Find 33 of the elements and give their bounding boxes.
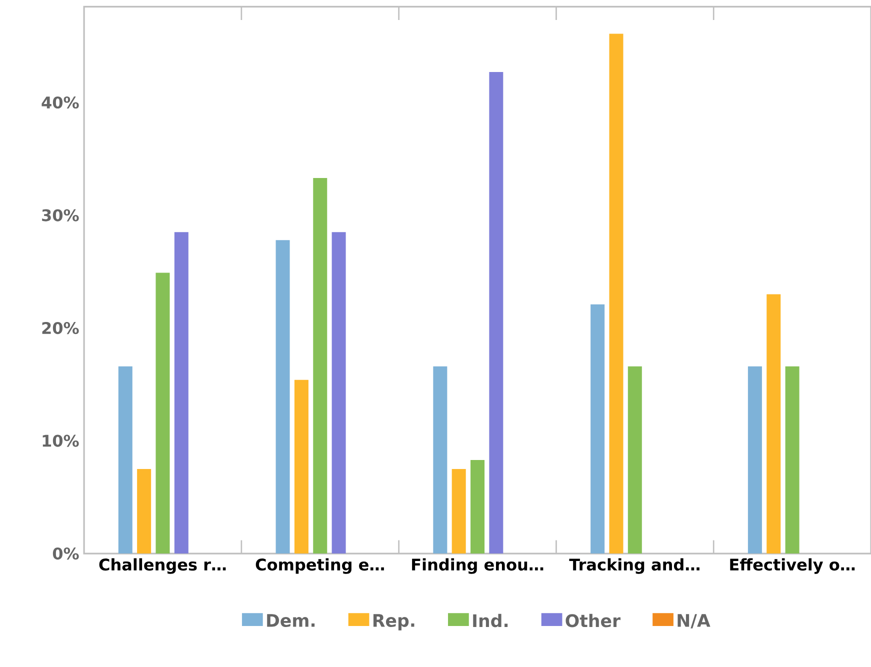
- bar: [609, 34, 624, 554]
- legend-label: N/A: [678, 614, 710, 628]
- y-tick-label: 20%: [42, 322, 79, 334]
- legend-label: Dem.: [267, 614, 315, 628]
- x-tick-label: Effectively o…: [730, 558, 855, 574]
- bar: [174, 232, 188, 554]
- bar: [785, 366, 800, 554]
- bar: [118, 366, 132, 554]
- x-tick-label: Tracking and…: [569, 558, 700, 574]
- bar: [156, 272, 170, 554]
- y-tick-label: 10%: [42, 434, 79, 447]
- bar: [332, 232, 346, 554]
- bar: [276, 240, 290, 554]
- x-tick-label: Finding enou…: [412, 558, 544, 574]
- y-tick-label: 0%: [52, 548, 79, 560]
- bar: [489, 72, 504, 554]
- x-tick-label: Challenges r…: [99, 558, 226, 574]
- bar: [470, 460, 485, 554]
- x-tick-label: Competing e…: [256, 558, 384, 574]
- bar: [766, 294, 781, 554]
- bar: [433, 366, 448, 554]
- legend-label: Rep.: [373, 614, 414, 630]
- y-tick-label: 30%: [42, 209, 79, 222]
- legend-label: Ind.: [473, 614, 508, 628]
- bar: [452, 469, 466, 554]
- y-tick-label: 40%: [42, 96, 79, 109]
- legend-label: Other: [566, 614, 621, 628]
- bar: [313, 178, 328, 554]
- bar: [590, 304, 605, 554]
- bar: [628, 366, 642, 554]
- bar: [748, 366, 762, 554]
- bar: [137, 469, 152, 554]
- bar: [294, 380, 308, 554]
